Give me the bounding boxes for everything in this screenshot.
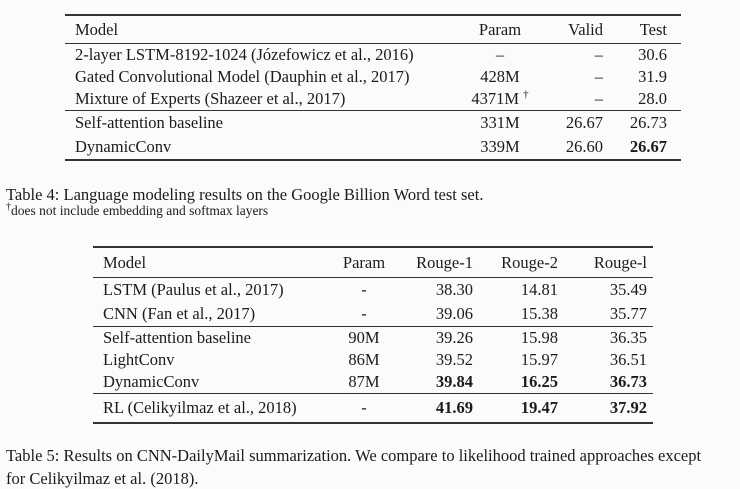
cell-rouge-1: 38.30 — [435, 280, 473, 299]
cell-param: 4371M † — [455, 88, 545, 111]
cell-rouge-l: 36.51 — [609, 350, 647, 369]
cell-param: 428M — [480, 67, 520, 86]
table-row: DynamicConv 339M 26.60 26.67 — [65, 135, 681, 160]
column-header-rouge-1: Rouge-1 — [416, 252, 473, 272]
cell-rouge-1-best: 41.69 — [435, 398, 473, 417]
cell-rouge-l: 35.49 — [609, 280, 647, 299]
cell-valid: – — [594, 45, 603, 64]
table-row: Mixture of Experts (Shazeer et al., 2017… — [65, 88, 681, 111]
cell-rouge-2: 14.81 — [520, 280, 558, 299]
cell-test-best: 26.67 — [629, 137, 667, 156]
table-row: Self-attention baseline 331M 26.67 26.73 — [65, 111, 681, 136]
param-value: 4371M — [471, 89, 524, 108]
table-row: LightConv 86M 39.52 15.97 36.51 — [93, 349, 653, 371]
table-5-caption: Table 5: Results on CNN-DailyMail summar… — [6, 446, 702, 488]
table-row: 2-layer LSTM-8192-1024 (Józefowicz et al… — [65, 44, 681, 67]
table-row: Self-attention baseline 90M 39.26 15.98 … — [93, 327, 653, 350]
cell-param: – — [495, 45, 505, 64]
cell-rouge-1: 39.06 — [435, 304, 473, 323]
column-header-model: Model — [75, 19, 119, 39]
column-header-rouge-2: Rouge-2 — [501, 252, 558, 272]
column-header-param: Param — [478, 19, 522, 39]
cell-param: - — [361, 304, 367, 323]
dagger-footnote-mark: † — [6, 201, 11, 213]
cell-model: DynamicConv — [103, 372, 200, 391]
cell-model: Self-attention baseline — [75, 113, 223, 132]
cell-model: 2-layer LSTM-8192-1024 (Józefowicz et al… — [75, 45, 414, 64]
cell-model: CNN (Fan et al., 2017) — [103, 304, 256, 323]
cell-test: 28.0 — [638, 89, 667, 108]
cell-rouge-2: 15.98 — [520, 328, 558, 347]
column-header-rouge-l: Rouge-l — [593, 252, 647, 272]
table-4-footnote: †does not include embedding and softmax … — [6, 201, 269, 219]
table-4-header-row: Model Param Valid Test — [65, 15, 681, 44]
column-header-model: Model — [103, 252, 147, 272]
cell-param: - — [361, 280, 367, 299]
cell-valid: 26.67 — [565, 113, 603, 132]
column-header-param: Param — [342, 252, 386, 272]
cell-rouge-2-best: 19.47 — [520, 398, 558, 417]
cell-param: - — [361, 398, 367, 417]
cell-param: 86M — [348, 350, 380, 369]
cell-rouge-1: 39.52 — [435, 350, 473, 369]
cell-model: Gated Convolutional Model (Dauphin et al… — [75, 67, 410, 86]
table-row: CNN (Fan et al., 2017) - 39.06 15.38 35.… — [93, 302, 653, 327]
cell-model: Mixture of Experts (Shazeer et al., 2017… — [75, 89, 346, 108]
table-row: Gated Convolutional Model (Dauphin et al… — [65, 66, 681, 88]
cell-param: 331M — [480, 113, 520, 132]
footnote-text: does not include embedding and softmax l… — [11, 203, 269, 218]
column-header-test: Test — [639, 19, 667, 39]
cell-rouge-2: 15.97 — [520, 350, 558, 369]
dagger-footnote-mark: † — [523, 88, 529, 101]
cell-model: LSTM (Paulus et al., 2017) — [103, 280, 284, 299]
table-row: LSTM (Paulus et al., 2017) - 38.30 14.81… — [93, 278, 653, 303]
table-4-caption: Table 4: Language modeling results on th… — [6, 185, 484, 204]
cell-param: 90M — [348, 328, 380, 347]
table-5-summarization: Model Param Rouge-1 Rouge-2 Rouge-l LSTM… — [93, 246, 653, 424]
cell-test: 26.73 — [629, 113, 667, 132]
cell-model: DynamicConv — [75, 137, 172, 156]
cell-rouge-1: 39.26 — [435, 328, 473, 347]
cell-test: 30.6 — [638, 45, 667, 64]
cell-rouge-1-best: 39.84 — [435, 372, 473, 391]
cell-model: LightConv — [103, 350, 175, 369]
cell-model: Self-attention baseline — [103, 328, 251, 347]
table-5-header-row: Model Param Rouge-1 Rouge-2 Rouge-l — [93, 247, 653, 278]
cell-rouge-l-best: 36.73 — [609, 372, 647, 391]
table-4-language-modeling: Model Param Valid Test 2-layer LSTM-8192… — [65, 14, 681, 161]
cell-model: RL (Celikyilmaz et al., 2018) — [103, 398, 297, 417]
cell-valid: – — [594, 67, 603, 86]
table-row: RL (Celikyilmaz et al., 2018) - 41.69 19… — [93, 394, 653, 424]
cell-rouge-2-best: 16.25 — [520, 372, 558, 391]
cell-rouge-l-best: 37.92 — [609, 398, 647, 417]
cell-rouge-l: 35.77 — [609, 304, 647, 323]
cell-rouge-l: 36.35 — [609, 328, 647, 347]
cell-test: 31.9 — [638, 67, 667, 86]
cell-valid: 26.60 — [565, 137, 603, 156]
cell-valid: – — [594, 89, 603, 108]
cell-param: 339M — [480, 137, 520, 156]
cell-param: 87M — [348, 372, 380, 391]
cell-rouge-2: 15.38 — [520, 304, 558, 323]
table-row: DynamicConv 87M 39.84 16.25 36.73 — [93, 371, 653, 394]
column-header-valid: Valid — [568, 19, 603, 39]
